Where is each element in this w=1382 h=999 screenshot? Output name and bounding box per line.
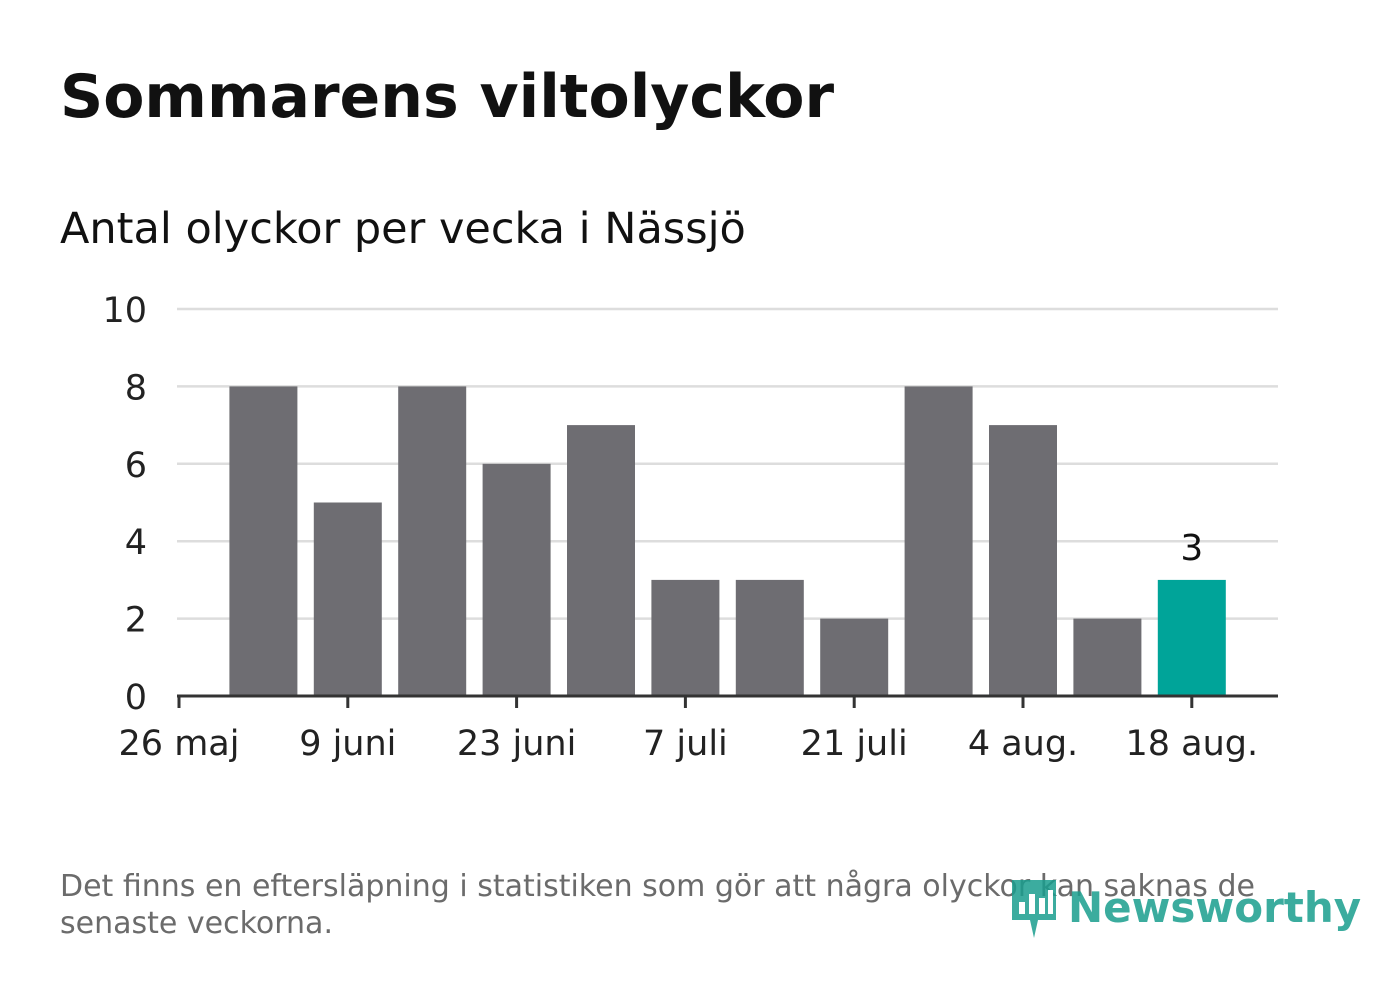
x-tick-label: 9 juni (299, 724, 396, 764)
y-tick-label: 0 (125, 678, 147, 718)
x-tick-label: 4 aug. (968, 724, 1078, 764)
bar (567, 425, 635, 696)
chart-title: Sommarens viltolyckor (60, 62, 835, 132)
y-tick-label: 6 (125, 446, 147, 486)
bar (820, 618, 889, 696)
x-tick-label: 21 juli (801, 724, 908, 764)
logo-text: Newsworthy (1068, 882, 1362, 932)
newsworthy-bar-chart-icon (1012, 880, 1056, 938)
bar-chart: 0 2 4 6 8 10 26 maj 9 juni 23 juni 7 juli 21 juli… (102, 291, 1278, 764)
y-axis-tick-labels: 0 2 4 6 8 10 (102, 291, 147, 718)
y-tick-label: 8 (125, 368, 147, 408)
y-tick-label: 2 (125, 601, 147, 641)
newsworthy-logo: Newsworthy (1008, 872, 1361, 942)
x-tick-label: 18 aug. (1125, 724, 1258, 764)
x-tick-label: 26 maj (119, 724, 240, 764)
bars (229, 386, 1226, 696)
x-tick-label: 7 juli (643, 724, 728, 764)
x-axis-tick-labels: 26 maj 9 juni 23 juni 7 juli 21 juli 4 aug. 18… (119, 696, 1258, 764)
bar (398, 386, 467, 696)
chart-subtitle: Antal olyckor per vecka i Nässjö (60, 204, 746, 254)
bar (651, 579, 720, 696)
x-tick-label: 23 juni (457, 724, 576, 764)
bar (1157, 579, 1226, 696)
bar (482, 463, 551, 696)
data-labels: 3 (1180, 528, 1203, 569)
data-label: 3 (1180, 528, 1203, 569)
bar (313, 502, 382, 696)
bar (904, 386, 973, 696)
y-tick-label: 10 (102, 291, 147, 331)
bar (229, 386, 298, 696)
bar (989, 425, 1057, 696)
bar (1073, 618, 1142, 696)
bar (735, 579, 804, 696)
y-tick-label: 4 (125, 523, 147, 563)
